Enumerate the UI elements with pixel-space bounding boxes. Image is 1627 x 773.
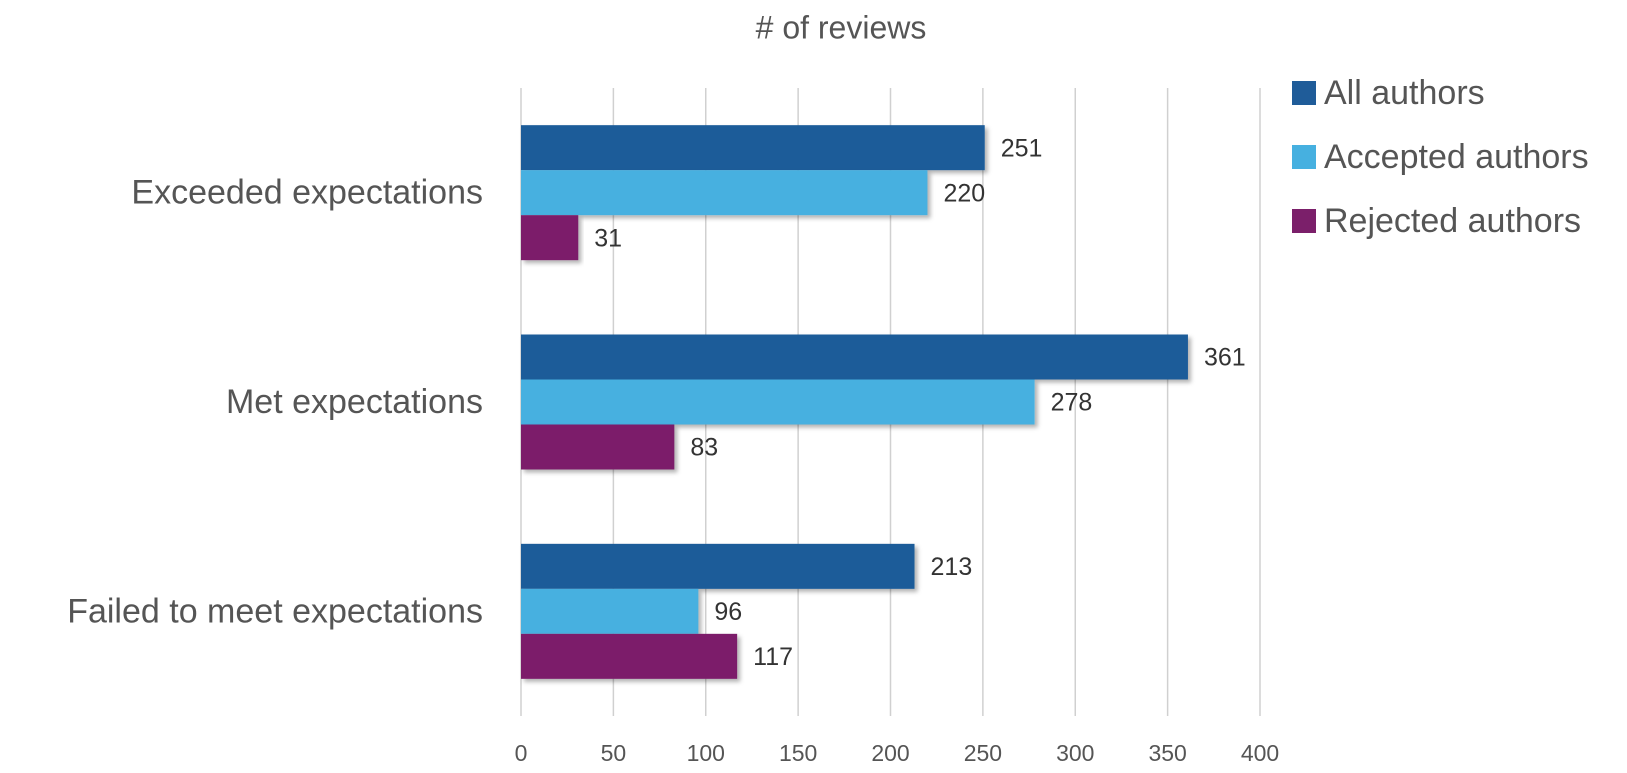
data-label: 117: [753, 643, 793, 671]
data-label: 220: [943, 179, 985, 207]
data-label: 31: [594, 224, 622, 252]
x-tick-label: 400: [1241, 740, 1279, 766]
x-tick-label: 300: [1056, 740, 1094, 766]
x-tick-label: 0: [515, 740, 528, 766]
x-tick-label: 200: [871, 740, 909, 766]
x-tick-label: 250: [964, 740, 1002, 766]
legend-label: Accepted authors: [1324, 138, 1589, 176]
bar: [521, 334, 1188, 380]
category-label: Met expectations: [226, 383, 483, 421]
legend-swatch: [1292, 209, 1316, 233]
data-label: 96: [714, 598, 742, 626]
bar: [521, 125, 985, 171]
x-tick-label: 100: [687, 740, 725, 766]
bar: [521, 543, 915, 589]
bar: [521, 424, 675, 470]
legend-swatch: [1292, 145, 1316, 169]
bar: [521, 633, 738, 679]
x-tick-label: 350: [1148, 740, 1186, 766]
x-tick-label: 150: [779, 740, 817, 766]
data-label: 213: [931, 553, 973, 581]
data-label: 83: [690, 434, 718, 462]
category-label: Exceeded expectations: [131, 174, 483, 212]
category-label: Failed to meet expectations: [67, 592, 483, 630]
data-label: 251: [1001, 134, 1043, 162]
bar: [521, 170, 928, 216]
bar: [521, 215, 579, 261]
legend-swatch: [1292, 81, 1316, 105]
bar: [521, 588, 699, 634]
chart-title: # of reviews: [756, 9, 927, 45]
bar: [521, 379, 1035, 425]
legend-label: All authors: [1324, 74, 1485, 112]
legend-label: Rejected authors: [1324, 202, 1581, 240]
data-label: 278: [1051, 389, 1093, 417]
x-tick-label: 50: [601, 740, 627, 766]
data-label: 361: [1204, 344, 1246, 372]
